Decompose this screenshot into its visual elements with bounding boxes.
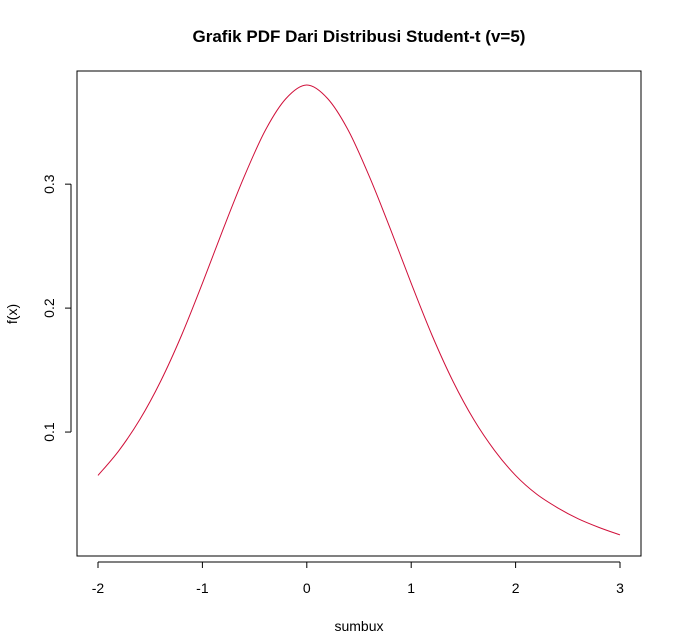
y-axis: 0.1 0.2 0.3	[41, 174, 72, 442]
chart-title: Grafik PDF Dari Distribusi Student-t (v=…	[193, 27, 526, 46]
x-tick-label: 1	[407, 580, 415, 596]
plot-frame	[76, 70, 642, 557]
x-tick-label: -2	[92, 580, 105, 596]
y-tick-label: 0.2	[41, 298, 57, 318]
x-axis: -2 -1 0 1 2 3	[92, 561, 624, 596]
y-axis-label: f(x)	[4, 304, 20, 324]
y-tick-label: 0.3	[41, 174, 57, 194]
x-tick-label: 0	[303, 580, 311, 596]
series-line	[97, 84, 621, 536]
x-tick-label: 2	[512, 580, 520, 596]
x-axis-label: sumbux	[334, 618, 383, 634]
x-tick-label: -1	[196, 580, 209, 596]
y-tick-label: 0.1	[41, 422, 57, 442]
x-tick-label: 3	[616, 580, 624, 596]
